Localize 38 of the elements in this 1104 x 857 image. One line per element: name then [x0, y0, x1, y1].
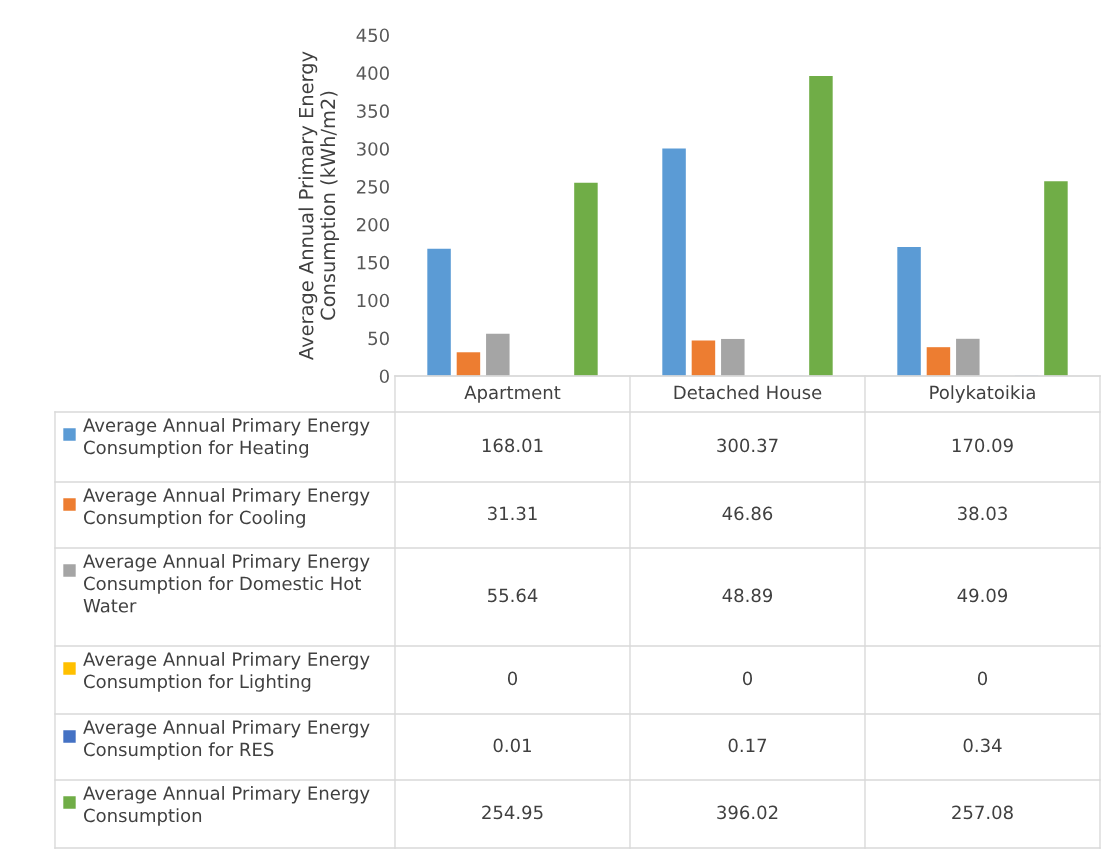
legend-label: Average Annual Primary Energy Consumption for Domestic Hot Water: [83, 554, 370, 613]
data-label: 0: [977, 671, 988, 686]
y-tick-label: 450: [356, 28, 389, 43]
data-label: 0: [507, 671, 518, 686]
legend-label: Average Annual Primary Energy Consumption for Heating: [83, 418, 370, 458]
legend-label: Average Annual Primary Energy Consumption for RES: [83, 720, 370, 760]
data-label: 48.89: [722, 588, 773, 603]
y-tick-label: 100: [357, 293, 389, 308]
y-tick-label: 0: [379, 369, 389, 384]
y-tick-label: 350: [357, 104, 389, 118]
data-label: 300.37: [717, 438, 778, 453]
y-tick-label: 200: [357, 217, 389, 232]
x-tick-label: Detached House: [674, 385, 822, 400]
y-tick-label: 250: [357, 180, 389, 194]
data-label: 168.01: [482, 438, 543, 453]
data-label: 55.64: [488, 588, 538, 603]
legend-label: Average Annual Primary Energy Consumption for Lighting: [83, 652, 370, 692]
legend-label: Average Annual Primary Energy Consumption for Cooling: [83, 488, 370, 528]
legend-label: Average Annual Primary Energy Consumption: [83, 786, 370, 826]
x-tick-label: Apartment: [464, 385, 561, 403]
data-label: 0: [742, 671, 753, 686]
data-label: 0.17: [728, 738, 767, 753]
x-tick-label: Polykatoikia: [930, 385, 1035, 403]
data-label: 396.02: [717, 805, 778, 820]
data-label: 31.31: [488, 506, 537, 521]
y-tick-label: 50: [368, 331, 389, 346]
y-axis-title: Average Annual Primary Energy Consumption (kWh/m2): [298, 51, 340, 360]
y-tick-label: 400: [356, 66, 389, 81]
data-label: 49.09: [957, 588, 1008, 603]
y-tick-label: 300: [357, 142, 389, 156]
data-label: 38.03: [958, 506, 1007, 521]
data-label: 170.09: [952, 438, 1013, 453]
data-label: 46.86: [722, 506, 773, 521]
data-label: 254.95: [482, 805, 543, 820]
y-tick-label: 150: [357, 255, 389, 270]
data-label: 0.01: [493, 738, 531, 753]
data-label: 257.08: [952, 805, 1013, 820]
data-label: 0.34: [963, 738, 1002, 753]
